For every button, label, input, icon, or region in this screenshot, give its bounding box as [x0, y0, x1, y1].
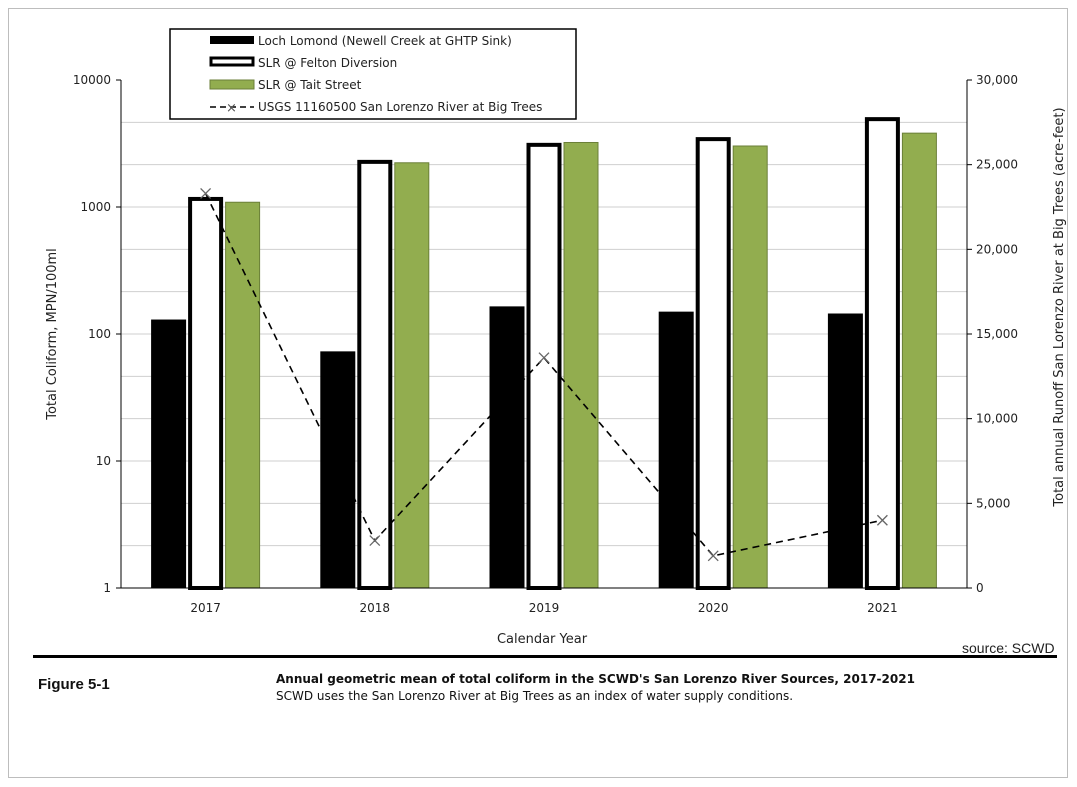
left-tick-label: 10	[96, 454, 111, 468]
runoff-line-series	[200, 187, 888, 562]
bar-felton-diversion	[188, 196, 224, 591]
right-tick-label: 15,000	[976, 327, 1018, 341]
x-tick-label: 2020	[698, 601, 729, 615]
chart: 2017 2018 2019 2020 2021 1 10 100 1000 10000 0 5,00…	[45, 28, 1067, 647]
bar-loch-lomond	[658, 311, 694, 588]
bar-loch-lomond	[151, 319, 187, 588]
right-tick-label: 10,000	[976, 412, 1018, 426]
source-note: source: SCWD	[962, 640, 1055, 656]
runoff-point	[200, 187, 212, 199]
bar-felton-diversion	[357, 159, 393, 590]
axes: 2017 2018 2019 2020 2021 1 10 100 1000 10000 0 5,00…	[73, 73, 1018, 615]
caption-divider	[33, 655, 1057, 658]
runoff-point	[538, 352, 550, 364]
x-tick-label: 2019	[529, 601, 560, 615]
x-tick-label: 2017	[190, 601, 221, 615]
bar-group	[151, 117, 937, 591]
left-axis-title: Total Coliform, MPN/100ml	[45, 248, 60, 421]
bar-loch-lomond	[827, 313, 863, 588]
runoff-point	[707, 550, 719, 562]
bar-loch-lomond	[320, 351, 356, 588]
right-axis-title: Total annual Runoff San Lorenzo River at…	[1052, 107, 1067, 507]
legend-label-tait: SLR @ Tait Street	[258, 78, 362, 92]
runoff-point-stroke	[876, 514, 888, 526]
legend-label-runoff: USGS 11160500 San Lorenzo River at Big T…	[258, 100, 542, 114]
figure-frame	[8, 8, 1068, 778]
bar-felton-diversion	[864, 117, 900, 591]
runoff-line	[204, 193, 883, 557]
x-tick-label: 2018	[360, 601, 391, 615]
legend-x-marker-icon: ×	[226, 101, 237, 116]
runoff-point-stroke	[538, 352, 550, 364]
x-tick-label: 2021	[867, 601, 898, 615]
legend-swatch-loch-lomond	[210, 36, 254, 44]
figure-title: Annual geometric mean of total coliform …	[276, 672, 915, 686]
legend: Loch Lomond (Newell Creek at GHTP Sink) …	[169, 28, 577, 120]
legend-swatch-tait	[209, 79, 255, 90]
right-tick-label: 20,000	[976, 242, 1018, 256]
right-tick-label: 0	[976, 581, 984, 595]
legend-label-felton: SLR @ Felton Diversion	[258, 56, 397, 70]
bar-loch-lomond	[489, 306, 525, 588]
runoff-point-stroke	[200, 187, 212, 199]
right-tick-label: 30,000	[976, 73, 1018, 87]
figure-subtitle: SCWD uses the San Lorenzo River at Big T…	[276, 689, 794, 703]
runoff-point	[876, 514, 888, 526]
bar-tait-street	[563, 141, 599, 589]
bar-tait-street	[394, 162, 430, 589]
bar-tait-street	[901, 132, 937, 589]
left-tick-label: 100	[88, 327, 111, 341]
legend-label-loch-lomond: Loch Lomond (Newell Creek at GHTP Sink)	[258, 34, 512, 48]
figure-label: Figure 5-1	[38, 676, 110, 693]
bar-felton-diversion	[695, 137, 731, 590]
runoff-point-stroke	[369, 535, 381, 547]
bar-tait-street	[732, 145, 768, 589]
runoff-point	[369, 535, 381, 547]
x-axis-title: Calendar Year	[497, 632, 588, 647]
left-tick-label: 10000	[73, 73, 111, 87]
bar-tait-street	[225, 201, 261, 589]
left-tick-label: 1	[103, 581, 111, 595]
bar-felton-diversion	[526, 142, 562, 590]
left-tick-label: 1000	[80, 200, 111, 214]
right-tick-label: 25,000	[976, 158, 1018, 172]
right-tick-label: 5,000	[976, 496, 1010, 510]
runoff-point-stroke	[707, 550, 719, 562]
legend-swatch-felton	[209, 56, 255, 67]
